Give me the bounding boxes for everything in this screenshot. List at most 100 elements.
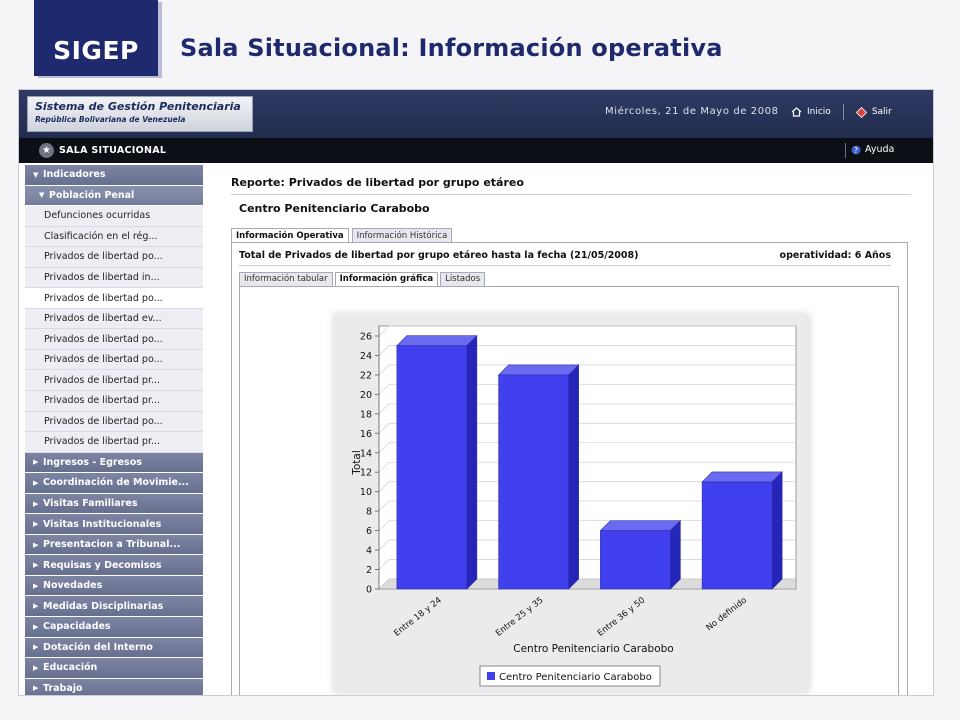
y-gridline-depth (378, 442, 390, 454)
sidebar-subitem-label: Privados de libertad pr... (44, 374, 161, 386)
caret-right-icon: ▶ (33, 663, 39, 672)
date-text: Miércoles, 21 de Mayo de 2008 (605, 106, 779, 117)
legend-label: Centro Penitenciario Carabobo (499, 672, 652, 683)
sidebar-subitem[interactable]: Defunciones ocurridas (25, 206, 203, 227)
sidebar: ▼ Indicadores ▼ Población Penal Defuncio… (25, 165, 203, 695)
y-gridline-depth (378, 520, 390, 531)
y-gridline-depth (378, 325, 390, 337)
sidebar-subitem-label: Privados de libertad po... (44, 354, 163, 366)
sidebar-group-label: Trabajo (43, 682, 83, 694)
sidebar-subitem-label: Privados de libertad po... (44, 333, 163, 345)
x-tick-label: Entre 36 y 50 (596, 595, 647, 638)
report-tabs: Información Operativa Información Histór… (231, 228, 453, 242)
sidebar-subitem[interactable]: Privados de libertad po... (25, 349, 203, 371)
sidebar-subitem[interactable]: Privados de libertad ev... (25, 308, 203, 330)
sidebar-item-label: Indicadores (43, 169, 106, 181)
star-icon: ★ (39, 143, 54, 158)
caret-right-icon: ▶ (33, 540, 39, 549)
sidebar-group-label: Capacidades (43, 621, 111, 633)
chart-panel: 0 2 4 6 8 10 12 14 16 18 20 22 24 26 Total Entre 18 y 2… (239, 286, 899, 695)
sidebar-subitem[interactable]: Clasificación en el rég... (25, 226, 203, 248)
sidebar-subitem[interactable]: Privados de libertad po... (25, 288, 203, 309)
sidebar-subitem[interactable]: Privados de libertad in... (25, 267, 203, 289)
sidebar-group[interactable]: ▶ Trabajo (25, 678, 203, 695)
sidebar-item-poblacion-penal[interactable]: ▼ Población Penal (25, 185, 203, 207)
bar-side (466, 335, 478, 590)
sidebar-group[interactable]: ▶ Visitas Familiares (25, 493, 203, 515)
operatividad-text: operatividad: 6 Años (779, 250, 891, 261)
y-gridline-depth (378, 461, 390, 473)
y-tick-label: 18 (360, 409, 372, 420)
x-tick-label: Entre 18 y 24 (392, 595, 443, 638)
y-tick-label: 10 (360, 487, 372, 498)
brand-title: Sistema de Gestión Penitenciaria (35, 100, 241, 113)
caret-right-icon: ▶ (33, 561, 39, 570)
panel-header: Total de Privados de libertad por grupo … (239, 250, 891, 266)
sidebar-group[interactable]: ▶ Presentacion a Tribunal... (25, 534, 203, 556)
brand-subtitle: República Bolivariana de Venezuela (35, 115, 186, 124)
sidebar-subitem[interactable]: Privados de libertad po... (25, 411, 203, 433)
sigep-logo: SIGEP (34, 0, 158, 76)
subtab-listados[interactable]: Listados (440, 272, 486, 286)
section-label: SALA SITUACIONAL (59, 145, 167, 156)
sidebar-group[interactable]: ▶ Novedades (25, 575, 203, 597)
caret-right-icon: ▶ (33, 520, 39, 529)
sidebar-subitem-label: Privados de libertad po... (44, 415, 163, 427)
legend-box (479, 665, 661, 687)
sidebar-group[interactable]: ▶ Dotación del Interno (25, 637, 203, 659)
tab-informacion-operativa[interactable]: Información Operativa (231, 228, 349, 242)
sidebar-group[interactable]: ▶ Capacidades (25, 617, 203, 638)
sidebar-subitem[interactable]: Privados de libertad pr... (25, 391, 203, 412)
caret-right-icon: ▶ (33, 458, 39, 467)
sidebar-subitem[interactable]: Privados de libertad pr... (25, 432, 203, 453)
y-tick-label: 0 (366, 585, 372, 596)
y-tick-label: 2 (366, 565, 372, 576)
legend-swatch (487, 672, 495, 680)
sidebar-subitem[interactable]: Privados de libertad po... (25, 247, 203, 268)
sidebar-item-indicadores[interactable]: ▼ Indicadores (25, 165, 203, 186)
sidebar-group[interactable]: ▶ Medidas Disciplinarias (25, 596, 203, 618)
y-tick-label: 26 (360, 332, 372, 343)
y-gridline-depth (378, 481, 390, 492)
sidebar-subitem-label: Defunciones ocurridas (44, 210, 151, 222)
sidebar-subitem[interactable]: Privados de libertad po... (25, 329, 203, 350)
y-gridline-depth (378, 403, 390, 415)
bar-side (670, 519, 681, 590)
exit-button[interactable]: Salir (850, 101, 898, 123)
y-tick-label: 14 (360, 448, 372, 459)
bar-side (771, 471, 783, 590)
home-button[interactable]: Inicio (785, 101, 837, 123)
caret-right-icon: ▶ (33, 602, 39, 611)
bar (498, 374, 569, 590)
bar (701, 481, 773, 590)
sidebar-group[interactable]: ▶ Coordinación de Movimie... (25, 473, 203, 494)
sidebar-group[interactable]: ▶ Ingresos - Egresos (25, 452, 203, 474)
sidebar-group[interactable]: ▶ Requisas y Decomisos (25, 555, 203, 576)
bar (396, 345, 468, 590)
sidebar-group[interactable]: ▶ Educación (25, 658, 203, 679)
svg-text:?: ? (854, 146, 858, 155)
help-button[interactable]: ? Ayuda (851, 144, 894, 155)
sidebar-subitem-label: Privados de libertad ev... (44, 313, 162, 325)
y-gridline-depth (378, 578, 390, 590)
sidebar-subitem[interactable]: Privados de libertad pr... (25, 370, 203, 392)
y-tick-label: 6 (366, 526, 372, 537)
y-gridline-depth (378, 345, 390, 356)
sidebar-item-label: Población Penal (49, 189, 135, 201)
y-tick-label: 24 (360, 351, 372, 362)
caret-right-icon: ▶ (33, 499, 39, 508)
tab-informacion-historica[interactable]: Información Histórica (351, 228, 453, 242)
caret-right-icon: ▶ (33, 622, 39, 631)
sidebar-group[interactable]: ▶ Visitas Institucionales (25, 514, 203, 535)
view-subtabs: Información tabular Información gráfica … (239, 272, 486, 286)
bar-top (497, 364, 580, 376)
subtab-grafica[interactable]: Información gráfica (334, 272, 439, 286)
caret-right-icon: ▶ (33, 684, 39, 693)
caret-right-icon: ▶ (33, 643, 39, 652)
panel-title: Total de Privados de libertad por grupo … (239, 250, 639, 261)
subtab-tabular[interactable]: Información tabular (239, 272, 333, 286)
sidebar-group-label: Medidas Disciplinarias (43, 600, 164, 612)
bar (600, 530, 671, 590)
